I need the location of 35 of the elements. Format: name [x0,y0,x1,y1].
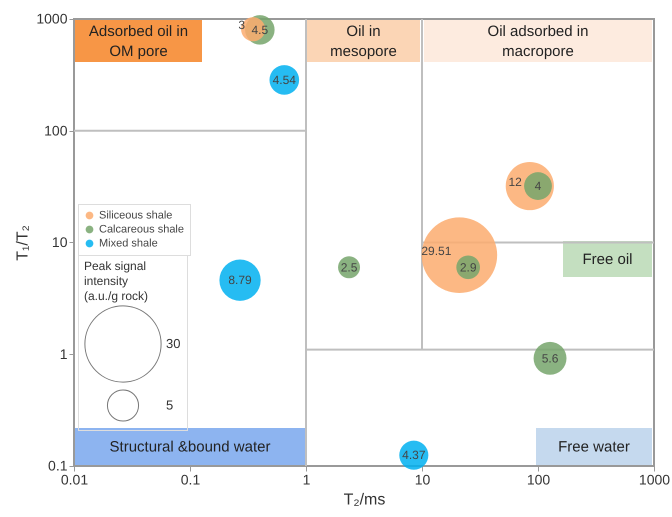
data-label: 4.54 [272,72,296,87]
annotation: Oil in mesopore [330,23,397,60]
annotation: Oil adsorbed in macropore [488,23,588,60]
legend-label: Mixed shale [99,238,158,250]
legend-title: Peak signal intensity (a.u./g rock) [84,259,148,303]
x-tick-label: 10 [414,472,430,488]
annotation: Free water [558,438,630,456]
y-tick-label: 1000 [36,10,68,26]
data-label: 3 [238,18,246,32]
legend-label: 5 [166,398,174,412]
y-tick-label: 0.1 [48,458,68,474]
data-label: 4 [534,179,542,194]
annotation: Adsorbed oil in OM pore [88,23,188,60]
data-label: 8.79 [228,273,252,288]
x-tick-label: 0.1 [180,472,200,488]
legend-label: Siliceous shale [99,210,172,222]
annotation: Structural &bound water [110,438,270,456]
x-tick-label: 0.01 [60,472,88,488]
x-tick-label: 1000 [638,472,670,488]
legend-label: Calcareous shale [99,224,184,236]
data-label: 2.9 [460,260,477,274]
legend-label: 30 [166,336,180,351]
y-tick-label: 100 [44,122,68,138]
data-label: 12 [508,175,522,190]
x-tick-label: 1 [302,472,311,488]
data-label: 5.6 [542,351,559,366]
data-label: 29.51 [421,244,452,258]
x-tick-label: 100 [526,472,550,488]
data-label: 4.37 [402,448,426,462]
y-tick-label: 1 [60,346,68,362]
y-tick-label: 10 [52,234,68,250]
x-axis-title: T₂/ms [344,492,386,508]
data-label: 2.5 [340,260,358,274]
annotation: Free oil [582,251,633,268]
y-axis-title: T₁/T₂ [14,225,32,261]
